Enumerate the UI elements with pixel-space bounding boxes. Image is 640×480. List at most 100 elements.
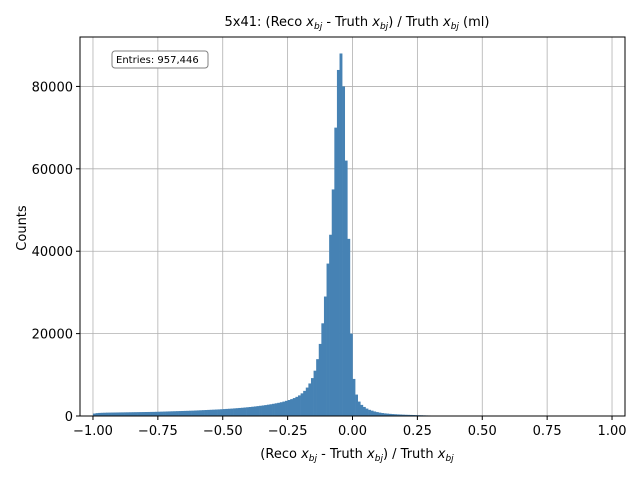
histogram-bar: [310, 378, 314, 416]
title-suffix: ) / Truth: [388, 15, 443, 30]
histogram-bar: [282, 401, 286, 416]
histogram-bar: [329, 234, 333, 416]
histogram-bar: [336, 69, 340, 417]
histogram-bar: [259, 405, 262, 416]
title-prefix: 5x41: (Reco: [225, 15, 307, 30]
title-tail: (ml): [459, 15, 490, 30]
y-tick-label: 60000: [32, 163, 73, 178]
histogram-bar: [305, 387, 309, 416]
histogram-bar: [378, 412, 382, 416]
histogram-bar: [176, 411, 179, 416]
histogram-bar: [404, 414, 408, 416]
histogram-bar: [227, 408, 231, 416]
histogram-bar: [373, 411, 377, 416]
histogram-bar: [92, 413, 96, 416]
y-tick-label: 0: [65, 410, 73, 425]
histogram-bar: [243, 407, 247, 416]
histogram-bar: [298, 395, 301, 416]
title-var-3: x: [442, 15, 451, 30]
histogram-bar: [235, 408, 239, 416]
histogram-bar: [388, 413, 392, 416]
histogram-bar: [300, 393, 304, 416]
histogram-bar: [368, 409, 371, 416]
histogram-bar: [401, 414, 405, 416]
histogram-bar: [163, 411, 166, 416]
x-tick-label: −0.50: [203, 424, 243, 439]
histogram-bar: [303, 390, 307, 416]
histogram-bar: [391, 414, 395, 416]
histogram-bar: [118, 412, 122, 416]
histogram-bar: [129, 412, 133, 416]
histogram-bar: [323, 296, 327, 416]
x-tick-label: −0.25: [268, 424, 308, 439]
histogram-bar: [381, 413, 384, 416]
y-axis-label: Counts: [15, 205, 30, 251]
histogram-bar: [147, 411, 151, 416]
histogram-bar: [173, 411, 177, 416]
title-sub-1: bj: [314, 22, 323, 32]
histogram-bar: [222, 409, 226, 416]
histogram-bar: [100, 412, 104, 416]
histogram-bar: [191, 410, 195, 416]
histogram-bar: [339, 53, 343, 416]
xlabel-sub-3: bj: [445, 454, 454, 464]
histogram-bar: [326, 263, 330, 416]
histogram-bar: [157, 411, 161, 416]
histogram-bars: [92, 53, 551, 417]
histogram-bar: [116, 412, 120, 416]
histogram-bar: [365, 408, 369, 416]
histogram-bar: [170, 411, 174, 416]
histogram-bar: [207, 409, 211, 416]
histogram-bar: [357, 401, 361, 416]
histogram-bar: [272, 403, 275, 416]
histogram-bar: [201, 410, 205, 416]
histogram-bar: [316, 359, 320, 416]
histogram-bar: [238, 407, 242, 416]
title-mid: - Truth: [322, 15, 372, 30]
histogram-bar: [199, 410, 203, 416]
histogram-bar: [212, 409, 216, 416]
title-sub-2: bj: [380, 22, 389, 32]
xlabel-var-2: x: [366, 447, 375, 462]
histogram-bar: [178, 411, 182, 416]
histogram-bar: [209, 409, 213, 416]
histogram-bar: [111, 412, 115, 416]
histogram-bar: [269, 404, 273, 416]
histogram-bar: [134, 412, 138, 416]
x-tick-label: 1.00: [598, 424, 627, 439]
xlabel-var-1: x: [300, 447, 309, 462]
histogram-bar: [253, 406, 257, 416]
histogram-bar: [152, 411, 156, 416]
entries-label: Entries: 957,446: [116, 55, 199, 66]
histogram-bar: [360, 404, 364, 416]
histogram-bar: [256, 406, 260, 416]
grid-lines: [80, 37, 625, 417]
xlabel-sub-1: bj: [309, 454, 318, 464]
histogram-bar: [362, 406, 366, 416]
histogram-bar: [137, 412, 140, 416]
histogram-bar: [313, 370, 317, 416]
entries-box: Entries: 957,446: [111, 50, 209, 69]
histogram-bar: [248, 407, 252, 416]
histogram-bar: [214, 409, 218, 416]
histogram-bar: [240, 407, 244, 416]
histogram-bar: [165, 411, 169, 416]
histogram-bar: [394, 414, 397, 416]
histogram-bar: [142, 412, 146, 416]
histogram-bar: [370, 410, 374, 416]
histogram-bar: [334, 127, 338, 416]
x-tick-label: 0.75: [533, 424, 562, 439]
histogram-bar: [375, 412, 379, 416]
histogram-bar: [204, 410, 208, 416]
x-tick-label: 0.50: [468, 424, 497, 439]
histogram-bar: [194, 410, 198, 416]
title-var-2: x: [371, 15, 380, 30]
xlabel-var-3: x: [437, 447, 446, 462]
histogram-bar: [266, 404, 270, 416]
histogram-bar: [139, 412, 143, 416]
histogram-bar: [261, 405, 265, 416]
histogram-bar: [292, 398, 296, 416]
histogram-bar: [183, 410, 187, 416]
x-axis-label: (Reco xbj - Truth xbj) / Truth xbj: [260, 447, 454, 464]
histogram-bar: [155, 411, 159, 416]
